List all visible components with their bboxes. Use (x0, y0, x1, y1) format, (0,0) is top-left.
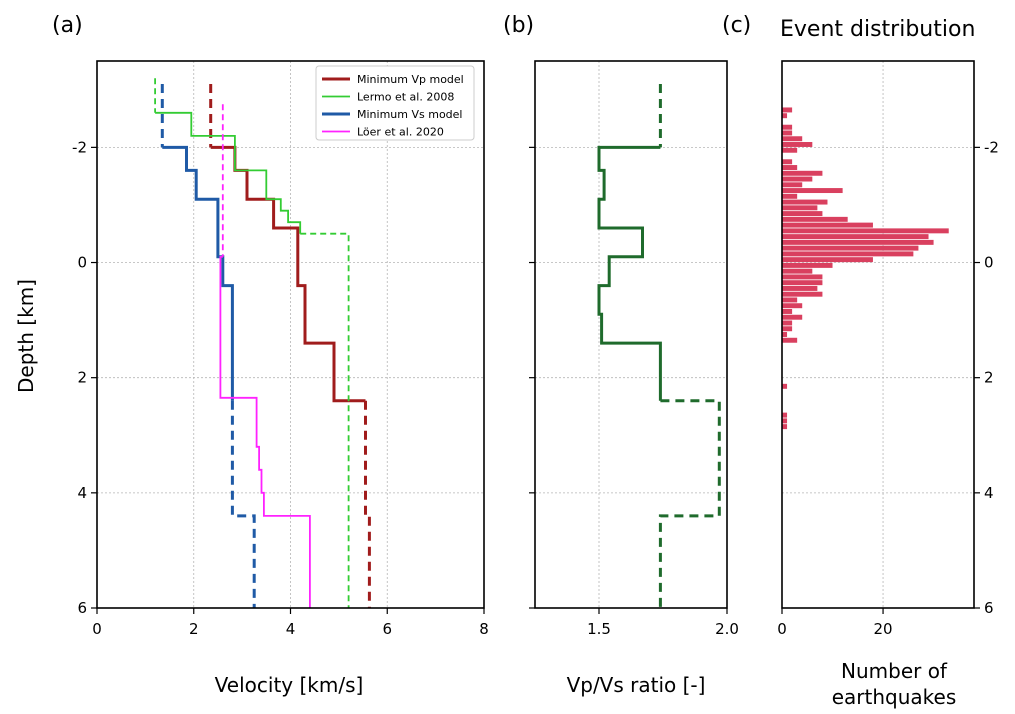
x-tick-label: 1.5 (587, 620, 611, 638)
histogram-bar (782, 285, 818, 291)
y-tick-label: 4 (77, 484, 87, 502)
grid-c (782, 61, 974, 608)
x-tick-label: 2 (189, 620, 199, 638)
minimum-vp-model-line-solid (210, 145, 366, 403)
panel-label-b: (b) (503, 13, 534, 38)
histogram-bar (782, 268, 813, 274)
histogram-bar (782, 113, 788, 119)
histogram-bar (782, 262, 833, 268)
histogram-bar (782, 257, 873, 263)
histogram-bar (782, 147, 798, 153)
histogram-bar (782, 142, 813, 147)
y-tick-label: 2 (984, 369, 994, 387)
legend-label-lermo-et-al-2008: Lermo et al. 2008 (357, 91, 454, 104)
histogram-bar (782, 383, 788, 389)
histogram-bar (782, 159, 793, 165)
ticks-c: 0 20 -2 0 2 4 6 (777, 138, 999, 638)
y-axis-label-a: Depth [km] (14, 279, 38, 393)
histogram-bar (782, 199, 828, 205)
legend-label-minimum-vp-model: Minimum Vp model (357, 73, 464, 86)
legend: Minimum Vp model Lermo et al. 2008 Minimum… (315, 65, 475, 141)
histogram-bar (782, 412, 788, 418)
histogram-bar (782, 188, 843, 194)
x-tick-label: 4 (286, 620, 296, 638)
y-tick-label: 6 (984, 599, 994, 617)
x-axis-label-c-line1: Number of (841, 659, 948, 683)
minimum-vp-model-line-dashed (364, 400, 371, 608)
histogram-bar (782, 170, 823, 176)
histogram-bar (782, 165, 798, 170)
histogram-bar (782, 216, 848, 222)
y-tick-label: -2 (72, 138, 87, 156)
histogram-bar (782, 228, 949, 234)
x-tick-label: 20 (874, 620, 893, 638)
minimum-vs-model-line-solid (162, 145, 234, 401)
histogram-bar (782, 222, 873, 228)
histogram-bar (782, 314, 803, 320)
histogram-bar (782, 234, 929, 240)
histogram-bar (782, 107, 793, 113)
x-tick-label: 6 (382, 620, 392, 638)
lermo-et-al-2008-line-dashed (300, 232, 350, 608)
histogram-bar (782, 251, 914, 257)
histogram-bar (782, 124, 793, 130)
histogram-bar (782, 182, 803, 188)
histogram-bar (782, 320, 793, 326)
bars-layer-c (782, 107, 949, 430)
histogram-bar (782, 337, 798, 343)
plot-frame-b (534, 60, 728, 609)
x-axis-label-c-line2: earthquakes (832, 685, 957, 709)
x-tick-label: 2.0 (715, 620, 739, 638)
x-tick-label: 8 (479, 620, 489, 638)
x-axis-label-b: Vp/Vs ratio [-] (567, 673, 706, 697)
histogram-bar (782, 424, 788, 430)
y-tick-label: 4 (984, 484, 994, 502)
histogram-bar (782, 130, 793, 136)
histogram-bar (782, 245, 919, 251)
histogram-bar (782, 308, 793, 314)
series-layer-a (154, 78, 371, 608)
plot-frame-c (781, 60, 975, 609)
y-tick-label: 0 (77, 254, 87, 272)
legend-label-minimum-vs-model: Minimum Vs model (357, 108, 462, 121)
histogram-bar (782, 280, 823, 286)
histogram-bar (782, 193, 798, 199)
ticks-a: 0 2 4 6 8 -2 0 2 4 6 (72, 138, 489, 638)
x-axis-label-c: Number of earthquakes (832, 659, 957, 709)
grid-b (535, 61, 727, 608)
histogram-bar (782, 239, 934, 245)
y-tick-label: 0 (984, 254, 994, 272)
legend-label-l-er-et-al-2020: Löer et al. 2020 (357, 126, 444, 139)
histogram-bar (782, 326, 793, 332)
histogram-bar (782, 136, 803, 142)
legend-box (315, 65, 475, 141)
histogram-bar (782, 291, 823, 297)
y-tick-label: 6 (77, 599, 87, 617)
series-0-line-solid (597, 145, 662, 401)
grid-a (97, 61, 484, 608)
y-tick-label: -2 (984, 138, 999, 156)
y-tick-label: 2 (77, 369, 87, 387)
l-er-et-al-2020-line-solid (219, 255, 311, 608)
x-axis-label-a: Velocity [km/s] (215, 673, 364, 697)
histogram-bar (782, 211, 823, 217)
histogram-bar (782, 205, 818, 211)
panel-label-c: (c) (722, 13, 751, 38)
x-tick-label: 0 (92, 620, 102, 638)
ticks-b: 1.5 2.0 (529, 146, 739, 638)
histogram-bar (782, 274, 823, 280)
panel-c-title: Event distribution (780, 17, 975, 42)
panel-label-a: (a) (52, 13, 83, 38)
histogram-bar (782, 418, 788, 424)
histogram-bar (782, 297, 798, 303)
histogram-bar (782, 332, 788, 337)
lermo-et-al-2008-line-solid (155, 111, 302, 234)
histogram-bar (782, 176, 813, 182)
series-0-line-dashed (658, 399, 721, 608)
histogram-bar (782, 303, 803, 309)
minimum-vs-model-line-dashed (230, 400, 256, 608)
series-layer-b (597, 84, 721, 608)
x-tick-label: 0 (777, 620, 787, 638)
